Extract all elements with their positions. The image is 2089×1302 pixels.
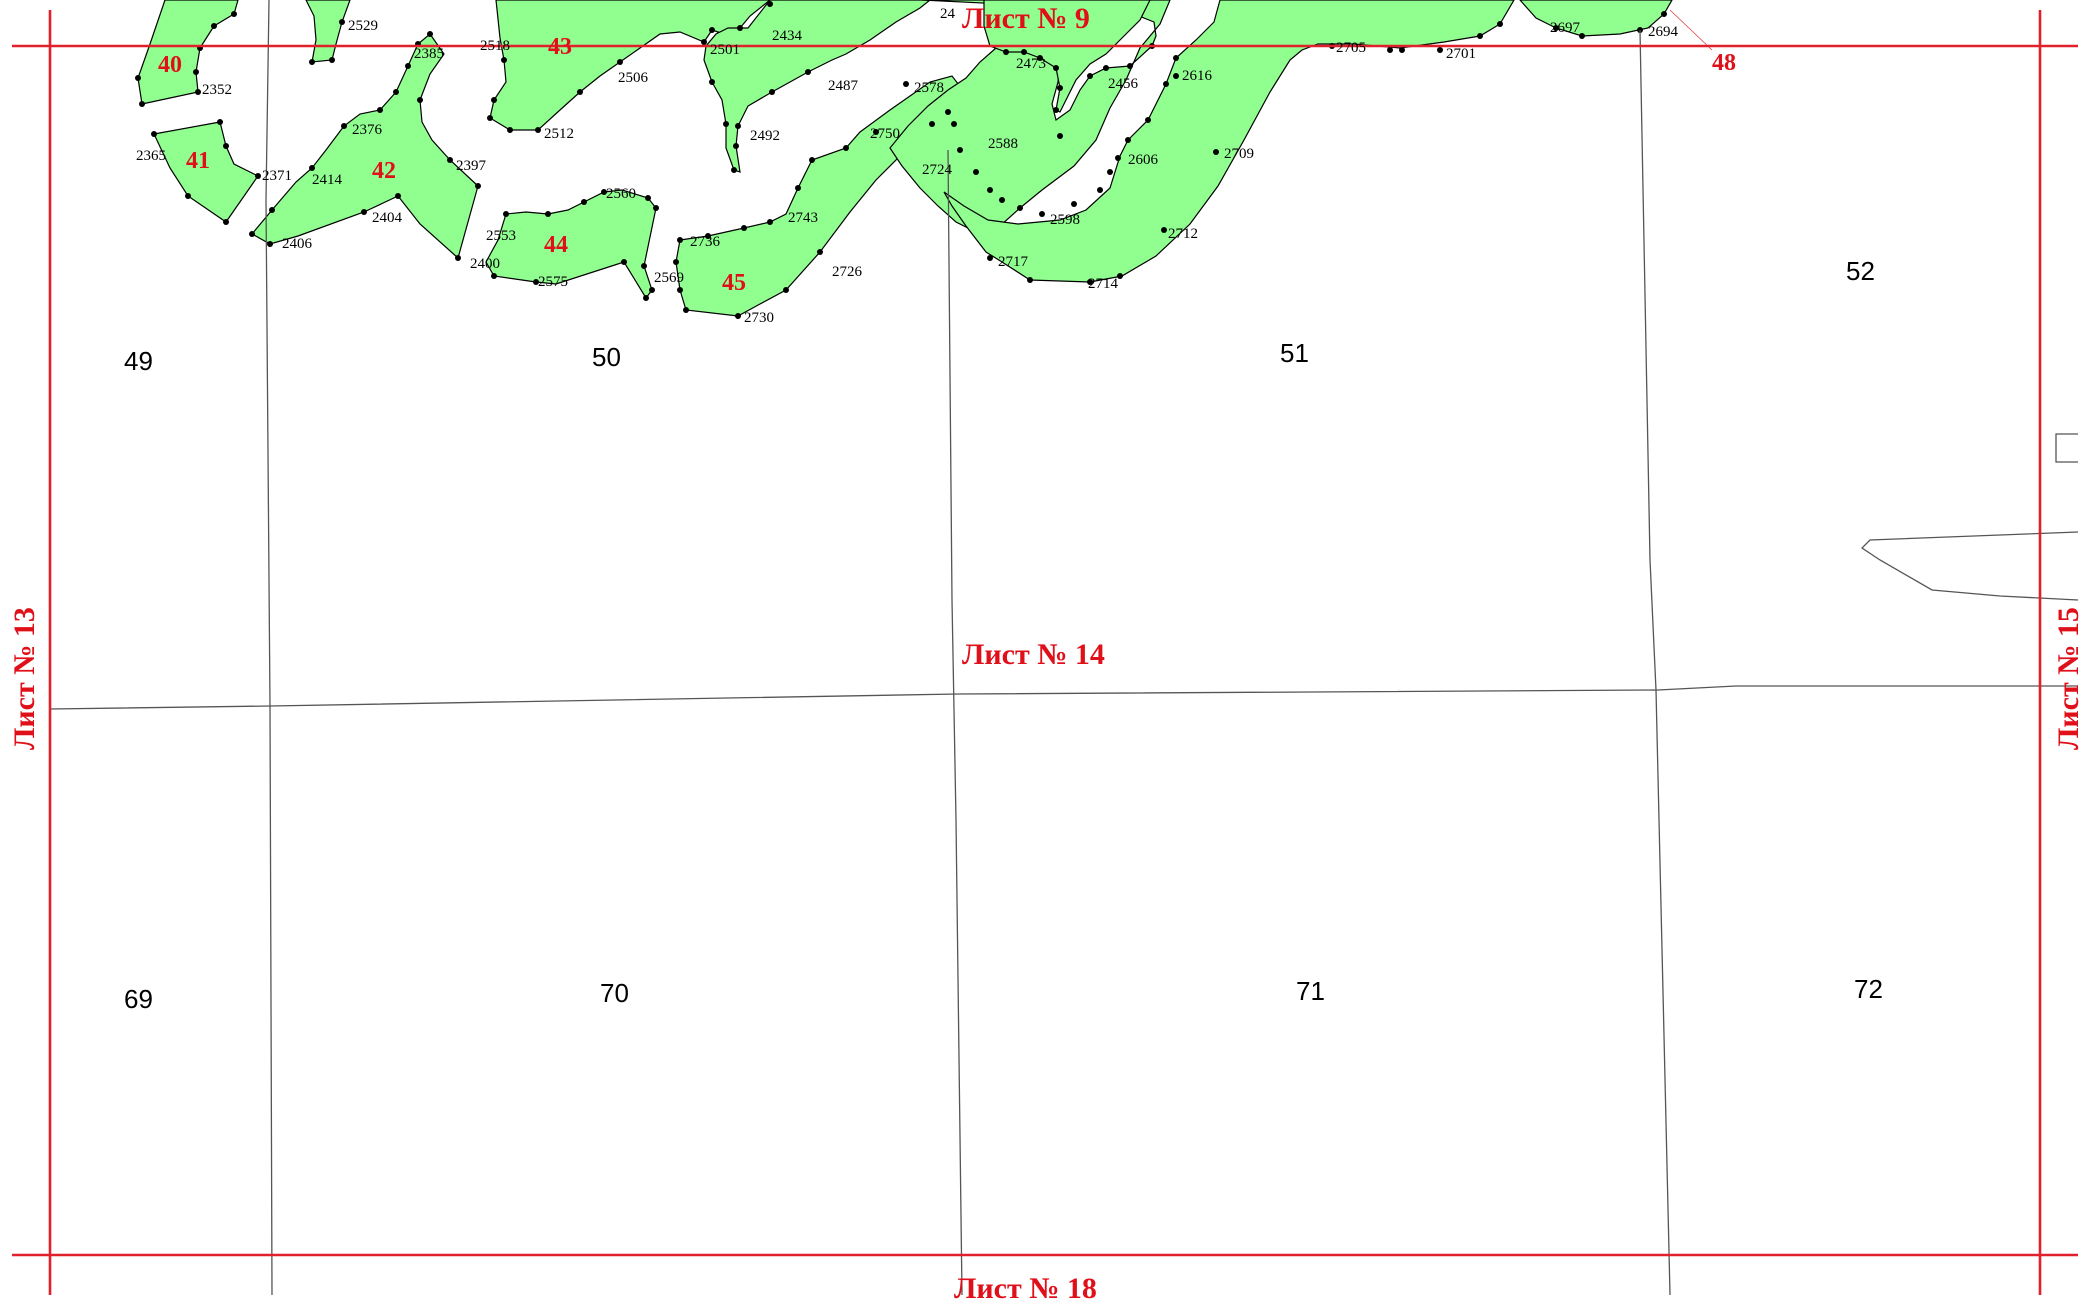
boundary-points bbox=[135, 1, 1667, 319]
plot-labels: 49 50 51 52 69 70 71 72 bbox=[124, 256, 1883, 1014]
point-label: 2588 bbox=[988, 136, 1018, 152]
plot-number-49[interactable]: 49 bbox=[124, 346, 153, 376]
point-label: 2736 bbox=[690, 234, 721, 250]
zones-layer bbox=[137, 0, 1673, 317]
point-label: 2385 bbox=[414, 46, 444, 62]
zone-44-polygon[interactable] bbox=[485, 189, 657, 300]
point-label: 2705 bbox=[1336, 40, 1366, 56]
sheet-label-bottom[interactable]: Лист № 18 bbox=[954, 1272, 1097, 1302]
zone-label-42[interactable]: 42 bbox=[372, 158, 396, 184]
point-label: 2743 bbox=[788, 210, 818, 226]
point-label: 2560 bbox=[606, 186, 636, 202]
zone-40b-polygon[interactable] bbox=[305, 0, 351, 63]
zone-labels: 40 41 42 43 44 45 48 bbox=[158, 34, 1736, 296]
zone-label-41[interactable]: 41 bbox=[186, 148, 210, 174]
parcel-boundary-vertical-3 bbox=[1639, 29, 1671, 1296]
point-label: 2712 bbox=[1168, 226, 1198, 242]
point-label: 2717 bbox=[998, 254, 1029, 270]
zone-label-45[interactable]: 45 bbox=[722, 270, 746, 296]
point-label: 2397 bbox=[456, 158, 487, 174]
point-label: 2616 bbox=[1182, 68, 1213, 84]
plot-number-69[interactable]: 69 bbox=[124, 984, 153, 1014]
point-label: 2518 bbox=[480, 38, 510, 54]
sheet-frame bbox=[12, 10, 2078, 1295]
point-label: 2473 bbox=[1016, 56, 1046, 72]
point-label: 2371 bbox=[262, 168, 292, 184]
point-label: 2376 bbox=[352, 122, 383, 138]
point-label: 2553 bbox=[486, 228, 516, 244]
point-label: 2501 bbox=[710, 42, 740, 58]
point-label: 2701 bbox=[1446, 46, 1476, 62]
point-label: 2598 bbox=[1050, 212, 1080, 228]
point-label: 2569 bbox=[654, 270, 684, 286]
sheet-label-left[interactable]: Лист № 13 bbox=[8, 607, 41, 750]
point-label: 2400 bbox=[470, 256, 500, 272]
corner-tick bbox=[1669, 9, 1713, 51]
zone-label-44[interactable]: 44 bbox=[544, 232, 568, 258]
point-label: 2694 bbox=[1648, 24, 1679, 40]
point-labels: 2529 2352 2365 2371 2376 2385 2414 2397 … bbox=[136, 6, 1679, 326]
zone-label-40[interactable]: 40 bbox=[158, 52, 182, 78]
zone-42-polygon[interactable] bbox=[251, 33, 479, 260]
point-label: 2709 bbox=[1224, 146, 1254, 162]
point-label: 2512 bbox=[544, 126, 574, 142]
parcel-boundary-horizontal bbox=[49, 685, 2078, 710]
parcel-grid bbox=[49, 0, 2079, 1296]
structure-outline bbox=[2055, 433, 2078, 463]
point-label: 2529 bbox=[348, 18, 378, 34]
point-label: 2730 bbox=[744, 310, 774, 326]
point-label: 2487 bbox=[828, 78, 859, 94]
plot-number-52[interactable]: 52 bbox=[1846, 256, 1875, 286]
point-label: 2724 bbox=[922, 162, 953, 178]
plot-number-51[interactable]: 51 bbox=[1280, 338, 1309, 368]
sheet-label-top[interactable]: Лист № 9 bbox=[962, 2, 1090, 35]
point-label: 2404 bbox=[372, 210, 403, 226]
point-label: 2606 bbox=[1128, 152, 1159, 168]
point-label: 2750 bbox=[870, 126, 900, 142]
point-label: 2365 bbox=[136, 148, 166, 164]
parcel-boundary-vertical-1 bbox=[265, 0, 273, 1296]
zone-label-48[interactable]: 48 bbox=[1712, 50, 1736, 76]
sheet-label-center[interactable]: Лист № 14 bbox=[962, 638, 1105, 671]
point-label: 2414 bbox=[312, 172, 343, 188]
point-label: 2578 bbox=[914, 80, 944, 96]
parcel-boundary-vertical-2 bbox=[947, 149, 963, 1296]
sheet-labels: Лист № 9 Лист № 14 Лист № 18 Лист № 13 Л… bbox=[8, 2, 2085, 1302]
plot-number-71[interactable]: 71 bbox=[1296, 976, 1325, 1006]
point-label: 2697 bbox=[1550, 20, 1581, 36]
point-label: 2434 bbox=[772, 28, 803, 44]
point-label: 2726 bbox=[832, 264, 863, 280]
point-label: 24 bbox=[940, 6, 956, 22]
plot-number-70[interactable]: 70 bbox=[600, 978, 629, 1008]
plot-number-50[interactable]: 50 bbox=[592, 342, 621, 372]
point-label: 2506 bbox=[618, 70, 649, 86]
point-label: 2492 bbox=[750, 128, 780, 144]
road-outline bbox=[1860, 531, 2079, 601]
zone-51-polygon[interactable] bbox=[889, 0, 1171, 233]
point-label: 2575 bbox=[538, 274, 568, 290]
zone-label-43[interactable]: 43 bbox=[548, 34, 572, 60]
plot-number-72[interactable]: 72 bbox=[1854, 974, 1883, 1004]
point-label: 2714 bbox=[1088, 276, 1119, 292]
point-label: 2456 bbox=[1108, 76, 1139, 92]
point-label: 2406 bbox=[282, 236, 313, 252]
sheet-label-right[interactable]: Лист № 15 bbox=[2052, 607, 2085, 750]
point-label: 2352 bbox=[202, 82, 232, 98]
